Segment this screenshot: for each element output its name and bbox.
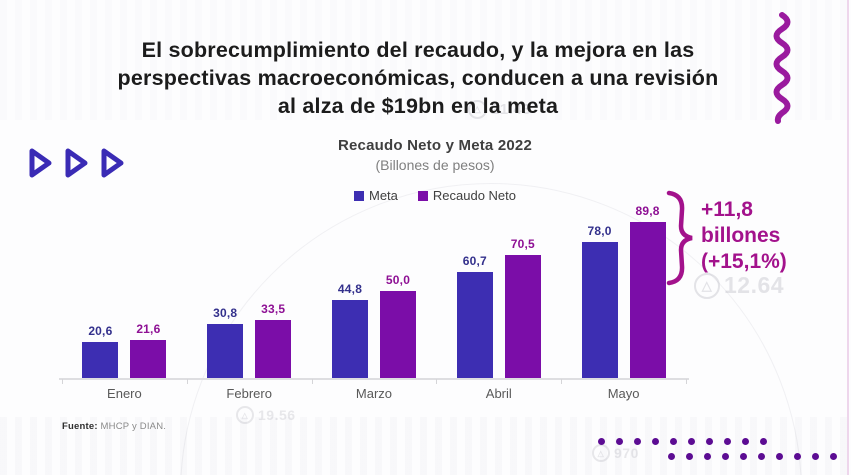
bar-meta-mayo [581,242,618,378]
bar-value-label: 30,8 [213,306,238,320]
category-label-marzo: Marzo [355,386,393,401]
bar-value-label: 33,5 [261,302,286,316]
decor-dot [776,453,783,460]
decor-dot [722,453,729,460]
decor-dot [760,438,767,445]
decor-dot [652,438,659,445]
squiggle-icon [773,12,791,124]
source-label: Fuente: [62,421,98,432]
curly-brace [666,190,693,286]
play-triangle-icon [29,148,52,178]
decor-dot [668,453,675,460]
category-label-abril: Abril [485,386,512,401]
category-label-febrero: Febrero [226,386,272,401]
right-edge-accent-line [847,0,849,475]
bar-meta-marzo [332,300,368,378]
bar-value-label: 78,0 [587,224,612,238]
bar-value-label: 21,6 [136,322,161,336]
bar-recaudo-neto-enero [130,340,167,378]
bar-value-label: 44,8 [337,282,363,296]
legend-swatch [417,190,428,201]
category-label-enero: Enero [107,386,142,401]
x-axis-tick [561,379,563,384]
bar-meta-febrero [207,324,244,378]
x-axis-tick [436,379,438,384]
watermark-value: 970 [614,445,639,461]
x-axis-tick [311,379,313,384]
x-axis-line [59,378,689,380]
x-axis-tick [186,379,188,384]
bar-value-label: 70,5 [510,237,535,251]
watermark-1956: △ 19.56 [236,406,296,424]
bar-value-label: 60,7 [462,254,487,268]
legend-swatch [353,190,364,201]
bar-recaudo-neto-mayo [629,222,666,378]
decor-dot [704,453,711,460]
legend-label: Meta [368,188,398,203]
chart-legend: Meta Recaudo Neto [180,188,690,203]
decor-dot [740,453,747,460]
decor-dot [706,438,713,445]
decor-dot [812,453,819,460]
bar-meta-enero [82,342,119,378]
watermark-970: △ 970 [592,444,639,462]
decor-dot [758,453,765,460]
decor-dot [742,438,749,445]
decor-dot [686,453,693,460]
watermark-value: 12.64 [724,272,785,298]
watermark-1264: △ 12.64 [694,272,784,299]
bar-recaudo-neto-abril [504,255,541,378]
watermark-value: 19.56 [258,407,296,423]
watermark-triangle-icon: △ [592,444,610,462]
decor-dot [634,438,641,445]
decor-triangles [28,147,125,179]
slide-title: El sobrecumplimiento del recaudo, y la m… [117,38,719,119]
annotation-increase: +11,8 billones (+15,1%) [701,198,787,273]
bar-recaudo-neto-marzo [380,291,416,378]
legend-item-meta: Meta [353,188,398,203]
decor-dot [616,438,623,445]
bar-chart-plot: 20,6 21,6 Enero 30,8 33,5 Febrero 44,8 50,0 Marz… [59,204,689,401]
bar-meta-abril [456,272,493,378]
decor-dot [830,453,837,460]
source-note: Fuente: MHCP y DIAN. [62,421,166,432]
decor-dot [598,438,605,445]
play-triangle-icon [65,148,88,178]
watermark-triangle-icon: △ [236,406,254,424]
legend-label: Recaudo Neto [432,188,517,203]
decor-dot [794,453,801,460]
x-axis-tick [62,379,63,384]
bar-recaudo-neto-febrero [255,320,292,378]
chart-subtitle: (Billones de pesos) [375,157,495,173]
chart-title: Recaudo Neto y Meta 2022 [337,137,533,154]
decor-dot [724,438,731,445]
source-text: MHCP y DIAN. [97,421,167,432]
legend-item-recaudo-neto: Recaudo Neto [417,188,517,203]
bar-value-label: 20,6 [88,324,113,338]
decor-dot [670,438,677,445]
bar-value-label: 89,8 [635,204,660,218]
bar-value-label: 50,0 [385,273,411,287]
decor-dot [688,438,695,445]
play-triangle-icon [101,148,124,178]
x-axis-tick [686,379,687,384]
category-label-mayo: Mayo [607,386,640,401]
